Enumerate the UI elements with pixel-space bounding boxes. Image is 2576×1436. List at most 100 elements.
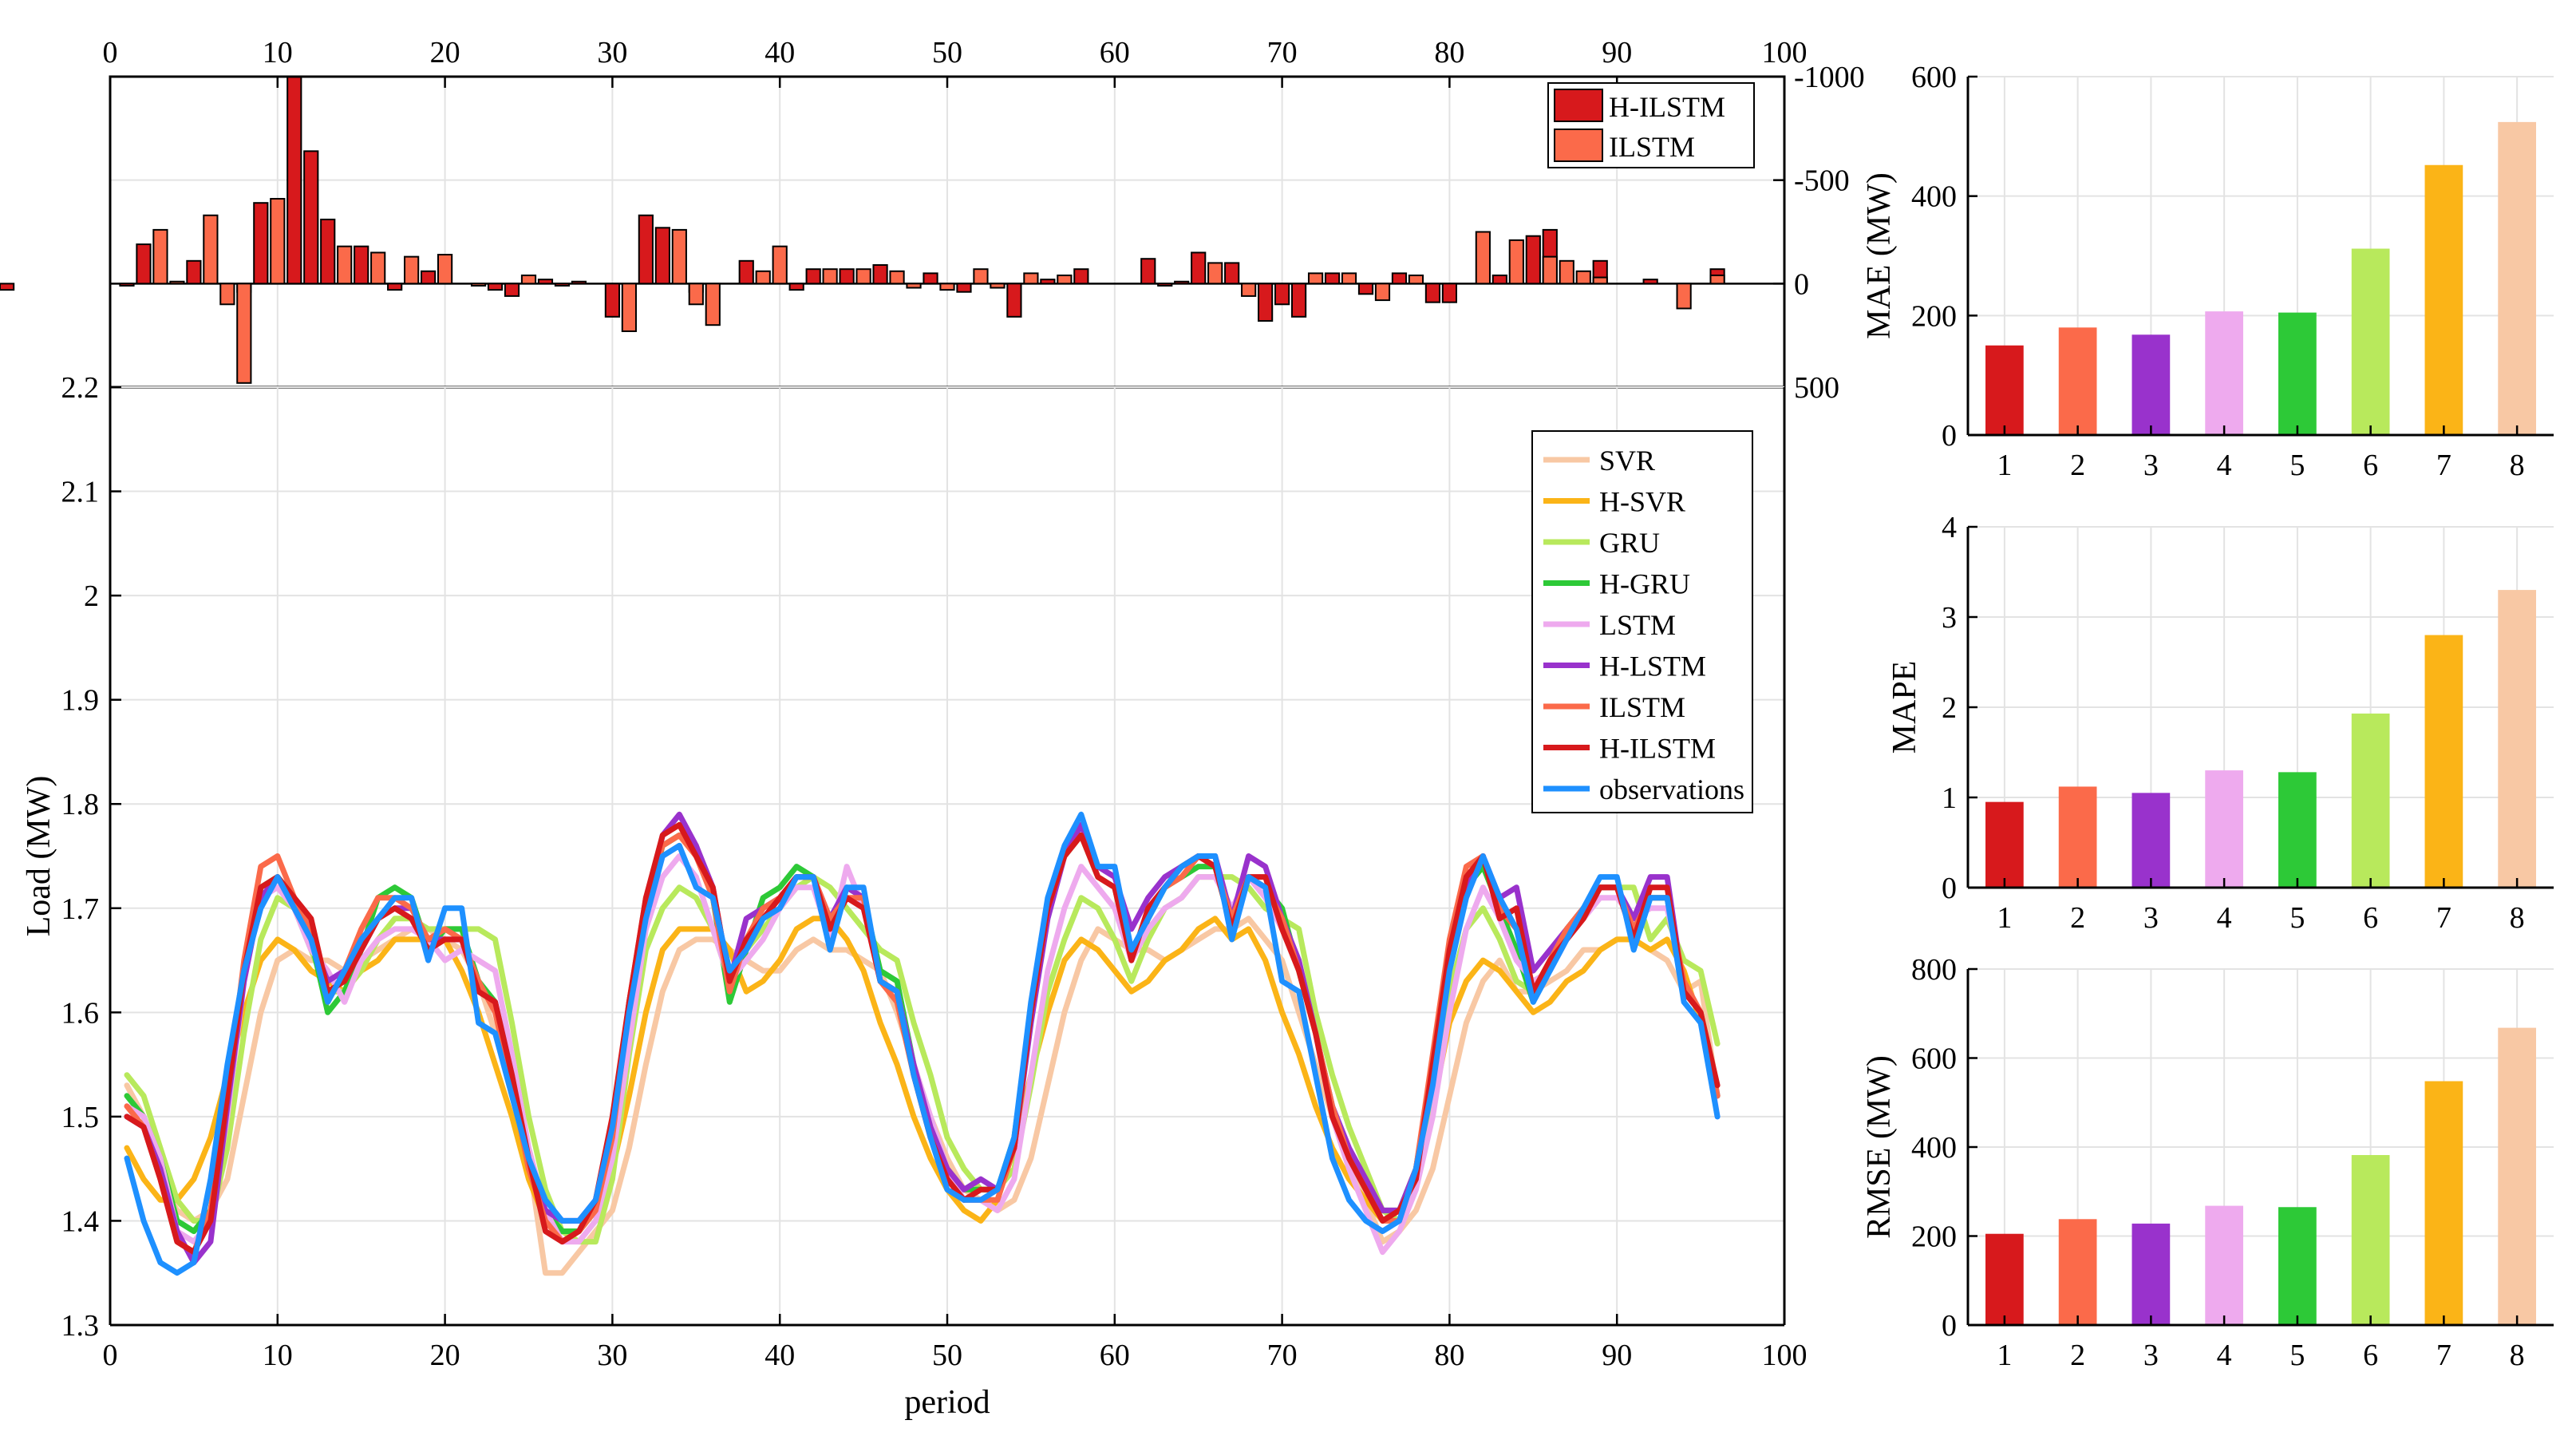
err-bar-ilstm — [152, 228, 168, 285]
err-bar-ilstm — [1023, 272, 1039, 285]
metric-bar — [2351, 1155, 2390, 1325]
err-bar-ilstm — [404, 255, 420, 285]
metric-bar — [2424, 635, 2463, 888]
err-bar-ilstm — [1241, 283, 1257, 297]
metric-xtick-label: 1 — [1997, 1339, 2012, 1372]
err-bar-h-ilstm — [654, 227, 670, 285]
err-bar-h-ilstm — [604, 283, 621, 318]
err-bar-h-ilstm — [320, 218, 336, 285]
metric-ytick-label: 800 — [1911, 953, 1957, 987]
series-line-observations — [124, 811, 1721, 1276]
metric-ytick-label: 200 — [1911, 299, 1957, 333]
err-bar-h-ilstm — [1324, 272, 1341, 285]
mae-bar-chart: 1 2 3 4 5 6 7 8 0 200 400 600 MAE (MW) — [1861, 61, 2554, 482]
err-bar-ilstm — [705, 283, 721, 326]
err-bar-h-ilstm — [186, 259, 202, 285]
metric-bar — [1985, 1233, 2024, 1325]
err-bar-h-ilstm — [1290, 283, 1307, 318]
metric-bar — [2351, 248, 2390, 435]
mape-bar-chart: 1 2 3 4 5 6 7 8 0 1 2 3 4 MAPE — [1887, 511, 2554, 935]
err-bar-ilstm — [437, 254, 453, 285]
line-legend-label: LSTM — [1599, 609, 1676, 641]
line-legend-label: observations — [1599, 773, 1744, 805]
err-legend-label: ILSTM — [1609, 131, 1695, 163]
metric-ylabel: MAPE — [1887, 661, 1923, 754]
metric-bar — [2278, 312, 2317, 435]
err-bar-ilstm — [1709, 274, 1725, 285]
err-bar-h-ilstm — [738, 259, 754, 285]
line-ytick-label: 2.2 — [61, 371, 100, 405]
err-bar-h-ilstm — [839, 268, 855, 285]
line-xtick-label: 30 — [597, 1339, 627, 1372]
err-bar-h-ilstm — [0, 283, 15, 291]
err-bar-h-ilstm — [1040, 279, 1056, 285]
rmse-bar-chart: 1 2 3 4 5 6 7 8 0 200 400 600 800 RMSE (MW) — [1861, 953, 2554, 1372]
err-xtick-label: 90 — [1602, 36, 1632, 69]
metric-ytick-label: 600 — [1911, 61, 1957, 94]
metric-bar — [2205, 311, 2243, 435]
line-legend-label: H-LSTM — [1599, 651, 1706, 682]
metric-xtick-label: 2 — [2070, 901, 2085, 935]
err-bar-ilstm — [520, 274, 537, 285]
metric-xtick-label: 2 — [2070, 1339, 2085, 1372]
err-ytick-label: -1000 — [1794, 61, 1865, 94]
err-bar-ilstm — [236, 283, 252, 384]
metric-ytick-label: 0 — [1942, 1309, 1957, 1343]
err-bar-h-ilstm — [1391, 272, 1408, 285]
err-bar-h-ilstm — [421, 270, 437, 285]
err-bar-ilstm — [889, 270, 905, 285]
metric-bar — [2058, 327, 2097, 435]
line-xtick-label: 10 — [263, 1339, 293, 1372]
err-bar-ilstm — [822, 268, 838, 285]
err-bar-ilstm — [203, 214, 219, 285]
metric-bar — [2278, 772, 2317, 888]
metric-bar — [1985, 801, 2024, 888]
err-bar-ilstm — [755, 270, 771, 285]
line-ytick-label: 1.7 — [61, 892, 100, 926]
line-legend-label: H-SVR — [1599, 486, 1685, 518]
err-bar-h-ilstm — [638, 214, 654, 285]
metric-xtick-label: 4 — [2217, 901, 2232, 935]
metric-bar — [1985, 345, 2024, 435]
err-bar-ilstm — [1575, 270, 1591, 285]
err-bar-h-ilstm — [504, 283, 520, 297]
line-xtick-label: 0 — [103, 1339, 118, 1372]
err-bar-ilstm — [337, 245, 353, 285]
err-bar-ilstm — [219, 283, 235, 306]
err-legend-label: H-ILSTM — [1609, 91, 1725, 123]
line-ytick-label: 1.6 — [61, 996, 100, 1030]
err-bar-ilstm — [1475, 231, 1491, 285]
line-xtick-label: 50 — [932, 1339, 962, 1372]
err-bar-ilstm — [671, 228, 687, 285]
err-bar-ilstm — [772, 245, 788, 285]
err-xtick-label: 20 — [430, 36, 460, 69]
err-legend-swatch — [1554, 89, 1603, 122]
metric-bar — [2058, 1219, 2097, 1325]
err-xtick-label: 0 — [103, 36, 118, 69]
err-bar-h-ilstm — [354, 245, 369, 285]
err-bar-ilstm — [621, 283, 637, 332]
err-xtick-label: 30 — [597, 36, 627, 69]
err-bar-h-ilstm — [1224, 262, 1240, 285]
metric-bar — [2205, 1205, 2243, 1325]
metric-bar — [2205, 770, 2243, 888]
err-xtick-label: 70 — [1267, 36, 1298, 69]
err-ytick-label: -500 — [1794, 164, 1850, 198]
err-xtick-label: 100 — [1762, 36, 1808, 69]
line-xlabel: period — [904, 1384, 990, 1421]
err-bar-ilstm — [1559, 259, 1574, 285]
err-bar-h-ilstm — [1642, 279, 1658, 285]
metric-xtick-label: 5 — [2290, 449, 2305, 482]
metric-xtick-label: 7 — [2436, 449, 2452, 482]
metric-ytick-label: 1 — [1942, 781, 1957, 815]
metric-ytick-label: 0 — [1942, 872, 1957, 905]
err-bar-ilstm — [1508, 239, 1524, 285]
line-ytick-label: 1.9 — [61, 684, 100, 718]
metric-ytick-label: 400 — [1911, 1131, 1957, 1165]
series-line-h-svr — [124, 916, 1721, 1234]
line-ytick-label: 2 — [84, 580, 99, 613]
line-legend-label: ILSTM — [1599, 691, 1685, 723]
err-ytick-label: 500 — [1794, 371, 1839, 405]
line-xtick-label: 70 — [1267, 1339, 1298, 1372]
